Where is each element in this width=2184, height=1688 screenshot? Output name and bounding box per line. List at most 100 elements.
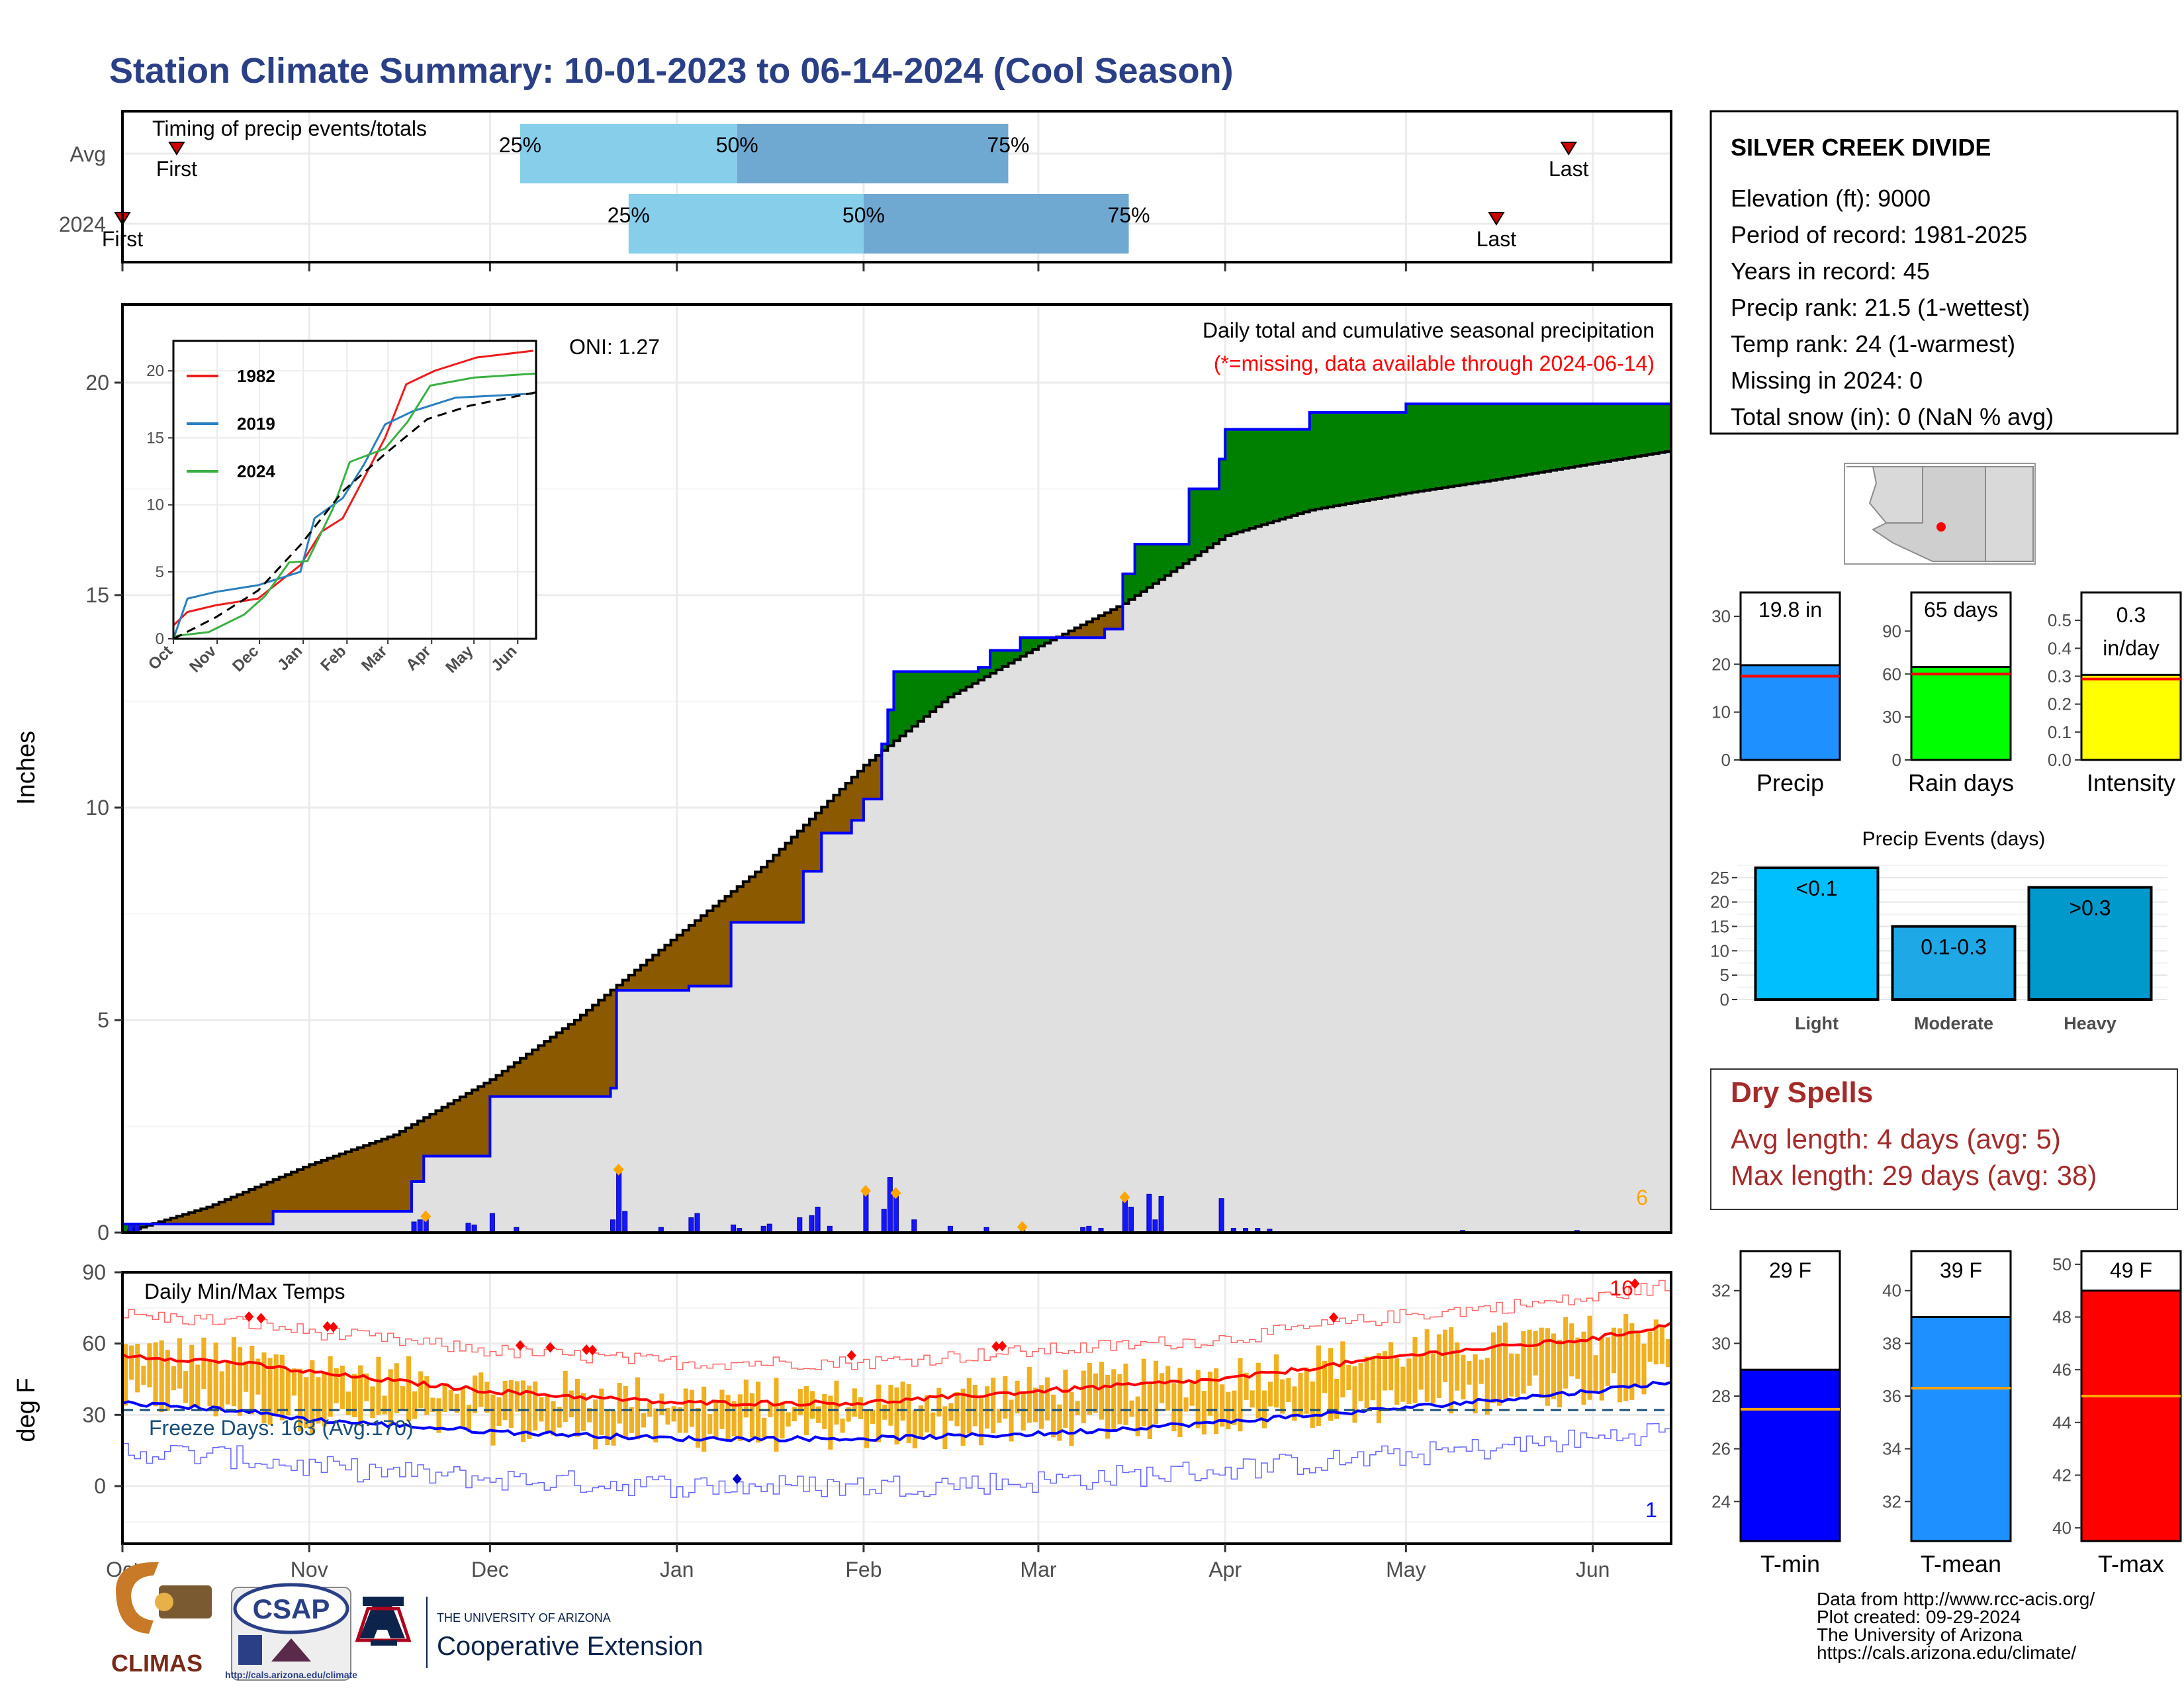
avg-max-temp-line xyxy=(122,1321,1671,1407)
below-average-fill xyxy=(478,1086,484,1156)
above-average-fill xyxy=(1472,404,1479,483)
daily-precip-bar xyxy=(1152,1219,1158,1233)
above-average-fill xyxy=(1381,412,1388,498)
above-average-fill xyxy=(1460,404,1467,485)
daily-temp-bar xyxy=(147,1343,152,1387)
daily-temp-bar xyxy=(1563,1317,1569,1389)
summary-bar-tick-label: 30 xyxy=(1882,707,1901,727)
summary-bar-tick-label: 0 xyxy=(1892,750,1901,770)
daily-temp-bar xyxy=(1232,1390,1237,1425)
events-y-tick-label: 25 xyxy=(1710,868,1729,888)
above-average-fill xyxy=(1171,543,1177,572)
daily-precip-bar xyxy=(809,1215,815,1233)
above-average-fill xyxy=(1146,543,1154,588)
below-average-fill xyxy=(435,1110,443,1156)
daily-temp-bar xyxy=(1093,1373,1099,1413)
daily-precip-bar xyxy=(881,1209,887,1233)
daily-temp-bar xyxy=(1436,1334,1442,1398)
daily-temp-bar xyxy=(322,1372,327,1427)
below-average-fill xyxy=(206,1207,214,1225)
events-y-tick-label: 15 xyxy=(1710,916,1729,936)
daily-temp-bar xyxy=(647,1402,653,1417)
above-average-fill xyxy=(1297,429,1304,514)
daily-precip-bar xyxy=(815,1206,821,1233)
daily-temp-bar xyxy=(1021,1391,1026,1431)
daily-temp-bar xyxy=(473,1375,478,1413)
precip-areas xyxy=(122,389,1671,1233)
timing-q50-q75-bar xyxy=(737,124,1009,183)
below-average-fill xyxy=(267,1182,274,1225)
daily-temp-bar xyxy=(159,1340,164,1413)
daily-temp-bar xyxy=(298,1368,303,1432)
above-average-fill xyxy=(1544,404,1551,472)
above-average-fill xyxy=(1490,404,1497,481)
summary-bar-tick-label: 30 xyxy=(1711,606,1731,626)
daily-temp-bar xyxy=(617,1382,622,1424)
event-bar xyxy=(1891,925,2017,1001)
daily-temp-bar xyxy=(1177,1368,1183,1437)
daily-temp-bar xyxy=(906,1383,911,1444)
above-average-fill xyxy=(1574,404,1582,467)
daily-temp-bar xyxy=(514,1381,520,1412)
event-category-label: Heavy xyxy=(2064,1013,2116,1033)
daily-temp-bar xyxy=(725,1395,731,1440)
inset-y-tick-label: 20 xyxy=(146,362,164,380)
precip-caption: Daily total and cumulative seasonal prec… xyxy=(1203,318,1655,342)
dry-spells-box: Dry Spells Avg length: 4 days (avg: 5) M… xyxy=(1710,1068,2178,1210)
above-average-fill xyxy=(1363,412,1371,501)
summary-bars: 19.8 in 0 10 20 30 Precip 65 days 0 30 60 90 Rain d… xyxy=(1711,591,2182,796)
daily-temp-bar xyxy=(846,1407,851,1422)
above-average-fill xyxy=(1375,412,1383,498)
inset-y-tick-label: 15 xyxy=(146,429,164,447)
above-average-fill xyxy=(972,671,979,684)
daily-temp-bar xyxy=(1051,1394,1056,1438)
above-average-fill xyxy=(1334,412,1340,506)
timing-quantile-label: 75% xyxy=(987,133,1029,157)
below-average-fill xyxy=(1099,616,1105,638)
above-average-fill xyxy=(1140,543,1148,592)
summary-bar-tick-label: 0.1 xyxy=(2048,722,2071,742)
daily-temp-bar xyxy=(797,1389,803,1415)
summary-bar xyxy=(1739,664,1841,761)
daily-temp-bar xyxy=(1473,1354,1478,1414)
below-average-fill xyxy=(550,1037,557,1097)
temp-y-tick-label: 90 xyxy=(82,1260,106,1284)
below-average-fill xyxy=(707,910,713,986)
daily-temp-bar xyxy=(1171,1383,1177,1432)
above-average-fill xyxy=(984,667,991,677)
daily-temp-bar xyxy=(225,1362,230,1405)
inset-x-tick-label: Jan xyxy=(274,642,306,674)
daily-precip-bar xyxy=(489,1213,495,1233)
summary-bar-label: Precip xyxy=(1756,769,1824,796)
daily-temp-bar xyxy=(816,1406,821,1423)
inset-chart: 0 5 10 15 20 Oct Nov Dec Jan Feb Mar Apr May Jun 1982… xyxy=(145,340,537,677)
temp-bar-tick-label: 50 xyxy=(2052,1254,2071,1274)
above-average-fill xyxy=(1430,404,1437,490)
below-average-fill xyxy=(303,1167,310,1211)
daily-temp-bar xyxy=(1165,1366,1171,1411)
below-average-fill xyxy=(164,1219,171,1225)
daily-temp-bar xyxy=(1160,1373,1165,1403)
daily-temp-bar xyxy=(997,1409,1002,1423)
summary-bar-tick-label: 0.2 xyxy=(2048,694,2071,714)
heavy-event-marker xyxy=(890,1187,901,1199)
precip-y-axis: 0 5 10 15 20 xyxy=(85,371,122,1244)
daily-temp-bar xyxy=(1069,1391,1074,1446)
below-average-fill xyxy=(363,1145,370,1211)
daily-temp-bar xyxy=(768,1402,773,1417)
below-average-fill xyxy=(876,755,882,800)
below-average-fill xyxy=(472,1090,478,1156)
below-average-fill xyxy=(418,1121,424,1182)
above-average-fill xyxy=(1388,412,1394,496)
daily-temp-bar xyxy=(195,1364,201,1408)
daily-temp-bar xyxy=(153,1342,158,1407)
daily-temp-bar xyxy=(545,1395,550,1434)
summary-bar-value: 65 days xyxy=(1924,598,1998,622)
below-average-fill xyxy=(532,1049,539,1097)
below-average-fill xyxy=(484,1083,491,1156)
precip-y-label: Inches xyxy=(13,731,40,805)
below-average-fill xyxy=(857,771,864,821)
daily-temp-bar xyxy=(792,1407,797,1421)
station-line: Elevation (ft): 9000 xyxy=(1731,185,1931,212)
cumulative-2024-line xyxy=(122,389,1671,1226)
